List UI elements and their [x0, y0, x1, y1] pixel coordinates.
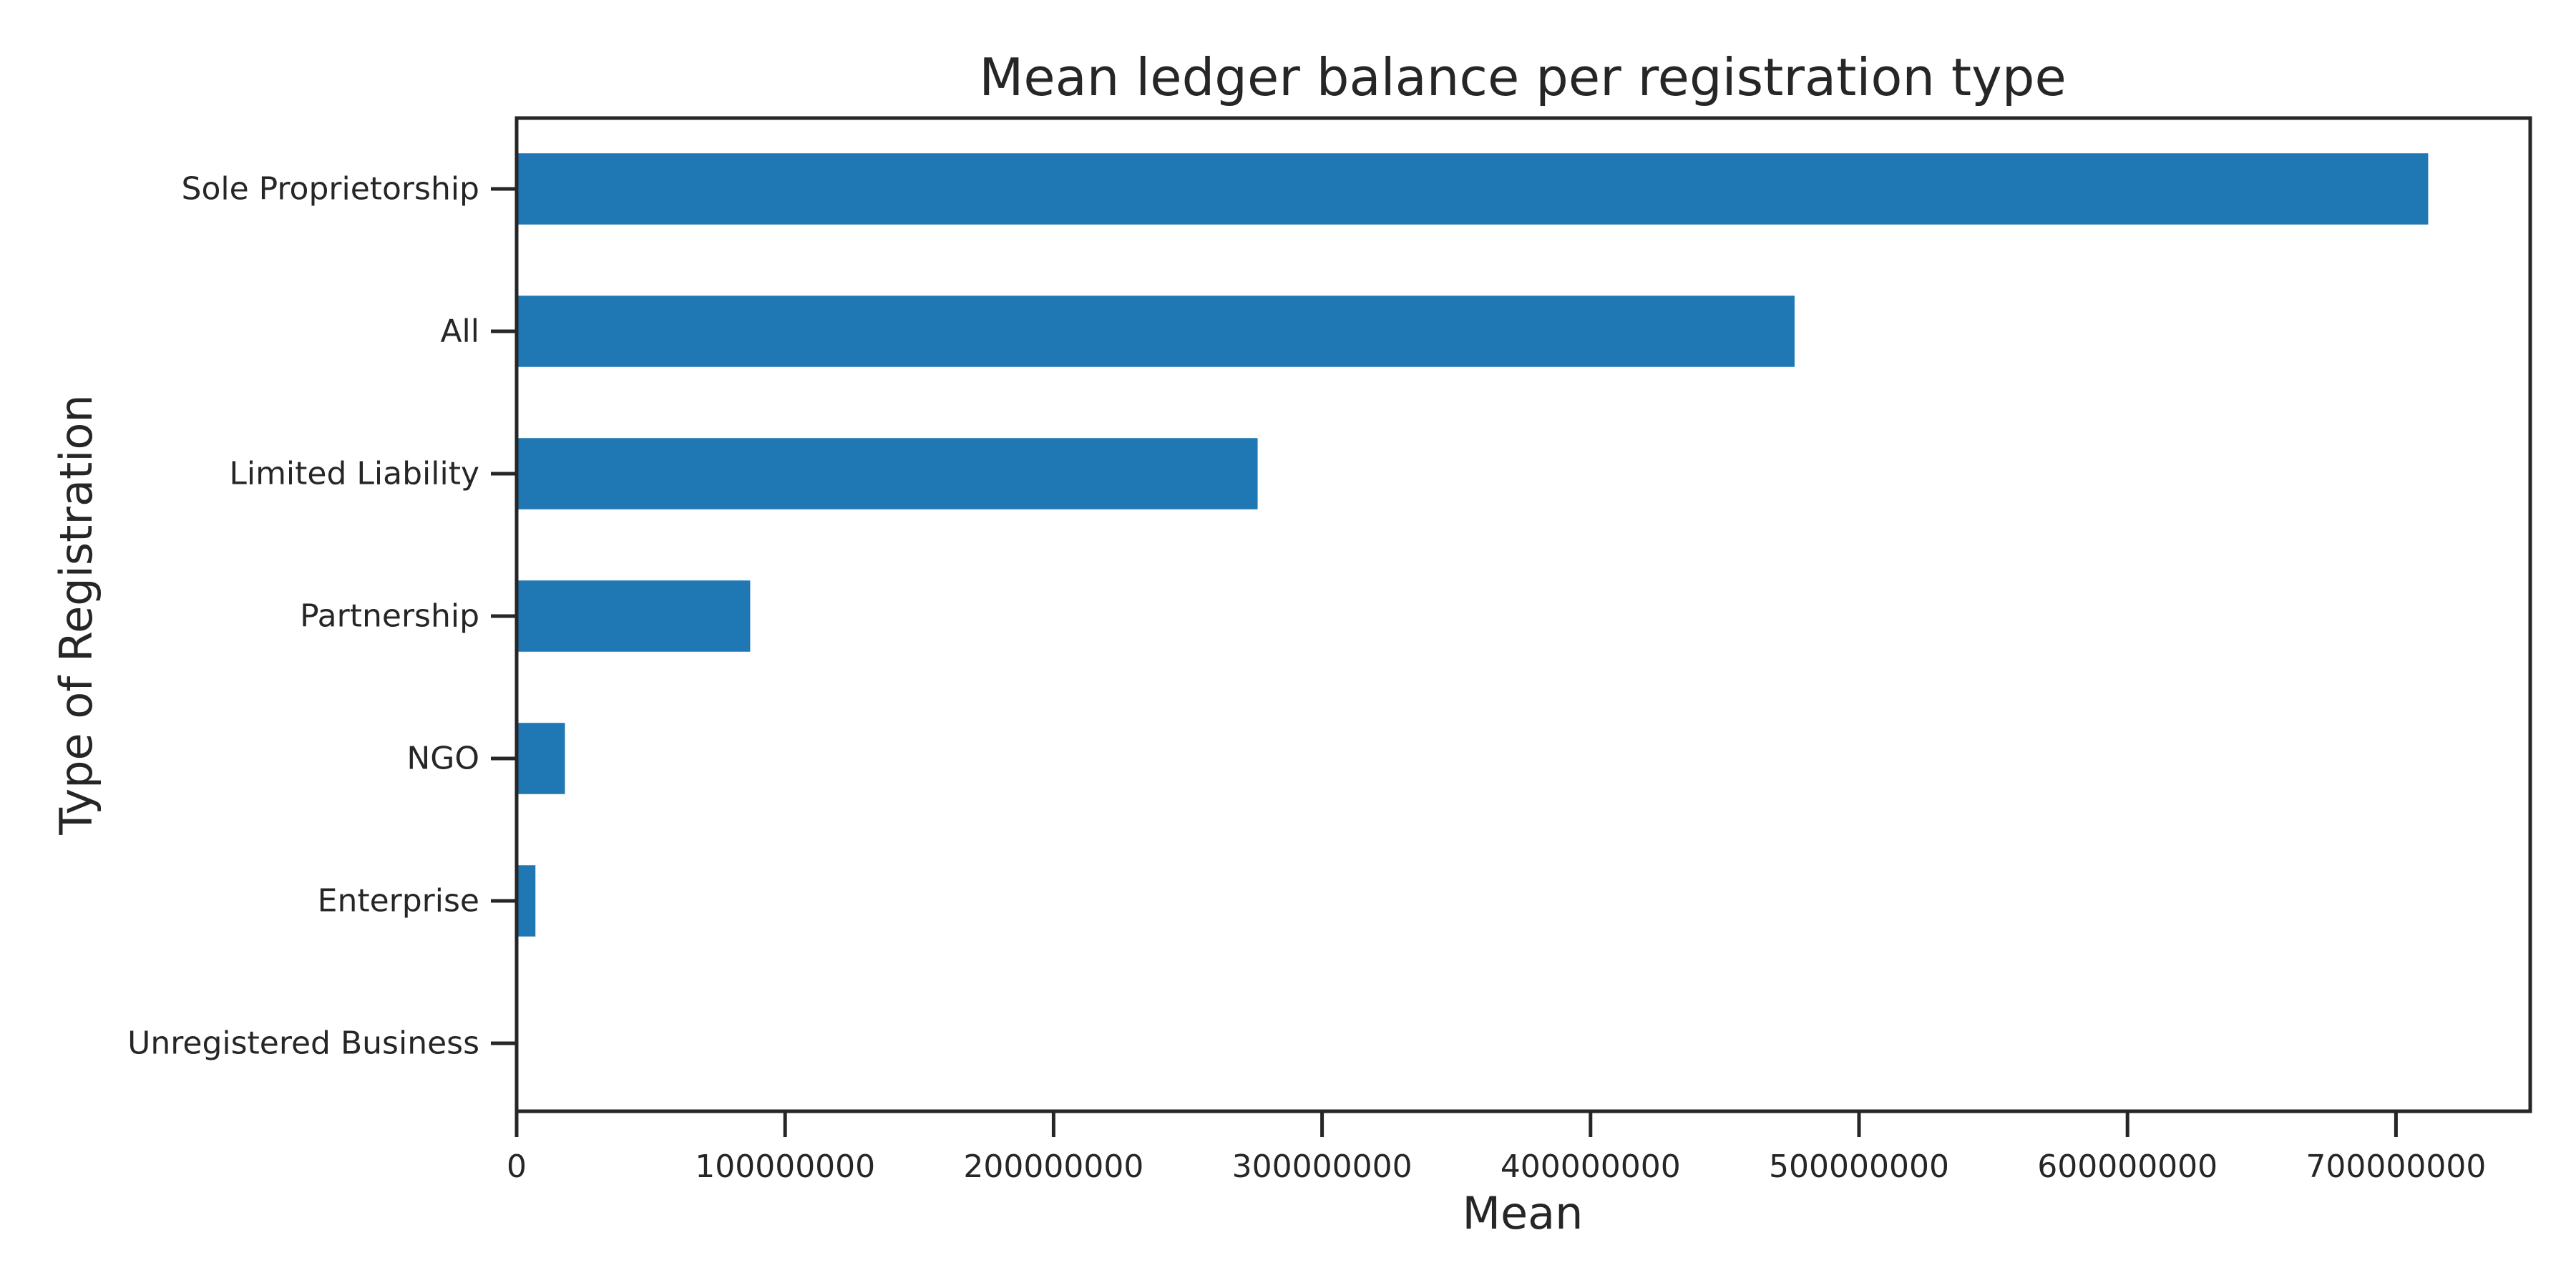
- chart-title: Mean ledger balance per registration typ…: [979, 47, 2067, 107]
- x-tick-label: 700000000: [2306, 1148, 2486, 1185]
- x-tick-label: 400000000: [1501, 1148, 1681, 1185]
- x-axis-label: Mean: [1463, 1187, 1584, 1239]
- y-tick-label: Unregistered Business: [127, 1025, 479, 1062]
- plot-frame: [514, 116, 2532, 1113]
- bar-ngo: [517, 723, 565, 794]
- y-axis-ticks: Sole Proprietorship All Limited Liability P…: [127, 171, 517, 1062]
- y-tick-label: Enterprise: [318, 883, 479, 919]
- y-tick-label: Sole Proprietorship: [182, 171, 479, 208]
- x-tick-label: 200000000: [963, 1148, 1143, 1185]
- y-tick-label: Partnership: [300, 598, 479, 635]
- bar-all: [517, 296, 1795, 367]
- y-tick-label: NGO: [406, 741, 479, 777]
- x-tick-label: 500000000: [1769, 1148, 1949, 1185]
- x-tick-label: 600000000: [2037, 1148, 2218, 1185]
- bar-enterprise: [517, 865, 536, 937]
- bar-partnership: [517, 580, 751, 652]
- x-tick-label: 300000000: [1232, 1148, 1413, 1185]
- bar-sole-proprietorship: [517, 153, 2429, 225]
- x-tick-label: 100000000: [695, 1148, 875, 1185]
- x-axis-ticks: 0 100000000 200000000 300000000 400000000 500…: [507, 1111, 2486, 1185]
- bars-group: [517, 153, 2429, 937]
- y-tick-label: All: [440, 313, 479, 350]
- y-tick-label: Limited Liability: [229, 456, 479, 492]
- x-tick-label: 0: [507, 1148, 527, 1185]
- y-axis-label: Type of Registration: [50, 394, 102, 835]
- bar-limited-liability: [517, 438, 1258, 509]
